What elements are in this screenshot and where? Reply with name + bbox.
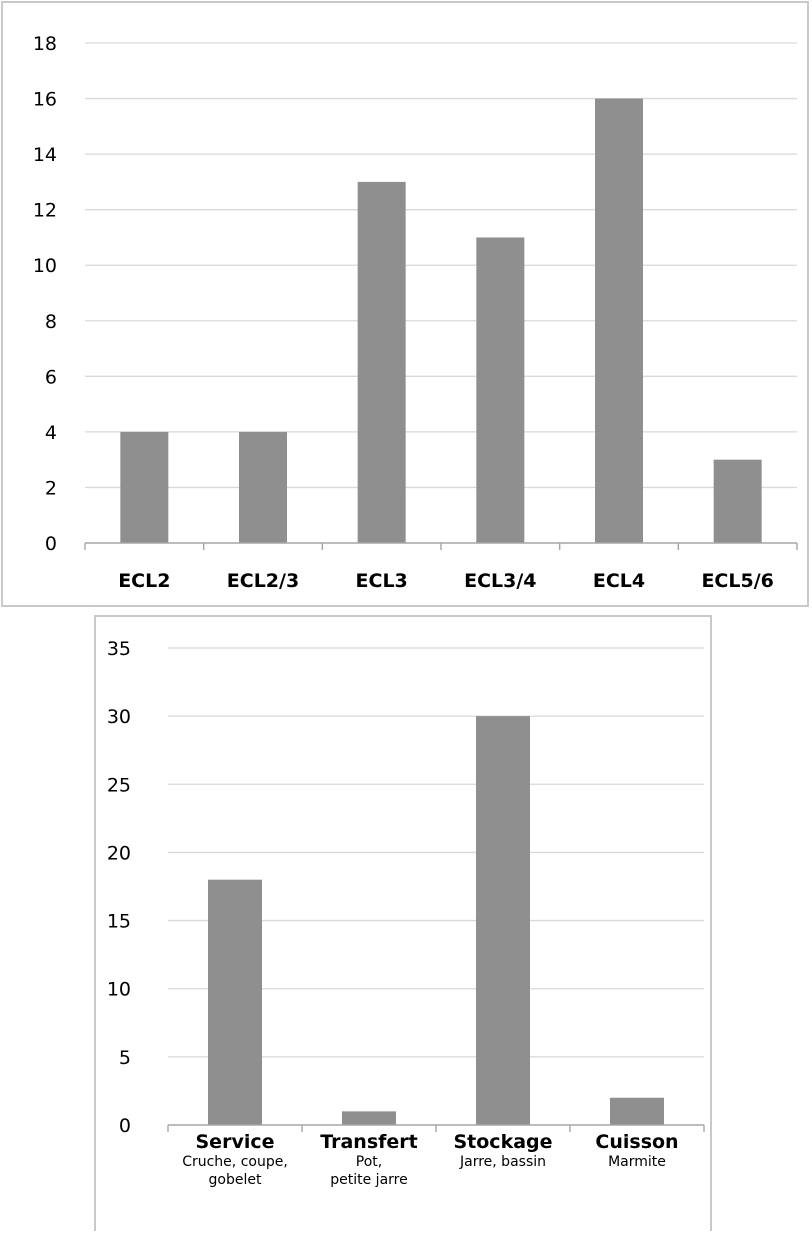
x-tick-label-2: Stockage — [453, 1131, 552, 1153]
x-tick-sublabel-1-0: Pot, — [356, 1154, 382, 1170]
bar-2 — [357, 181, 406, 543]
bar-2 — [476, 716, 530, 1125]
chart-era-counts-svg: 0 2 4 6 8 10 12 14 16 18 ECL2 ECL2/3 ECL3 ECL3/4 ECL4 E… — [33, 33, 798, 592]
x-tick-label-1: Transfert — [320, 1131, 418, 1153]
chart-era-counts: 0 2 4 6 8 10 12 14 16 18 ECL2 ECL2/3 ECL3 ECL3/4 ECL4 E… — [1, 1, 809, 607]
x-tick-label-3: Cuisson — [595, 1131, 678, 1153]
x-tick-label-5: ECL5/6 — [701, 570, 773, 592]
x-tick-label-3: ECL3/4 — [464, 570, 536, 592]
y-tick-label-20: 20 — [107, 842, 131, 864]
bar-5 — [713, 459, 762, 543]
y-tick-label-35: 35 — [107, 638, 131, 660]
y-tick-label-18: 18 — [33, 33, 57, 55]
bar-3 — [476, 237, 525, 543]
x-tick-sublabel-0-0: Cruche, coupe, — [182, 1154, 288, 1170]
bar-1 — [239, 431, 287, 543]
chart-function-counts: 0 5 10 15 20 25 30 35 Service Cruche, coupe, gobel… — [94, 615, 712, 1231]
bar-1 — [342, 1111, 396, 1125]
y-tick-label-25: 25 — [107, 774, 131, 796]
x-tick-sublabel-0-1: gobelet — [209, 1172, 262, 1188]
y-tick-label-6: 6 — [45, 366, 57, 388]
y-tick-label-8: 8 — [45, 311, 57, 333]
y-tick-label-16: 16 — [33, 89, 57, 111]
bar-0 — [120, 431, 169, 543]
y-tick-label-12: 12 — [33, 200, 57, 222]
x-tick-label-0: ECL2 — [118, 570, 170, 592]
x-tick-sublabel-2-0: Jarre, bassin — [459, 1154, 546, 1170]
y-tick-label-5: 5 — [119, 1047, 131, 1069]
x-tick-label-2: ECL3 — [356, 570, 408, 592]
y-tick-label-0: 0 — [45, 533, 57, 555]
y-tick-label-4: 4 — [45, 422, 57, 444]
bar-0 — [208, 879, 262, 1125]
x-tick-label-0: Service — [196, 1131, 275, 1153]
y-tick-label-0: 0 — [119, 1115, 131, 1137]
x-tick-label-1: ECL2/3 — [227, 570, 299, 592]
bar-3 — [610, 1097, 664, 1125]
bar-4 — [595, 98, 643, 544]
y-tick-label-2: 2 — [45, 477, 57, 499]
x-tick-sublabel-3-0: Marmite — [608, 1154, 666, 1170]
y-tick-label-30: 30 — [107, 706, 131, 728]
x-tick-sublabel-1-1: petite jarre — [330, 1172, 407, 1188]
y-tick-label-10: 10 — [33, 255, 57, 277]
y-tick-label-15: 15 — [107, 911, 131, 933]
y-tick-label-10: 10 — [107, 979, 131, 1001]
x-tick-label-4: ECL4 — [593, 570, 645, 592]
y-tick-label-14: 14 — [33, 144, 57, 166]
